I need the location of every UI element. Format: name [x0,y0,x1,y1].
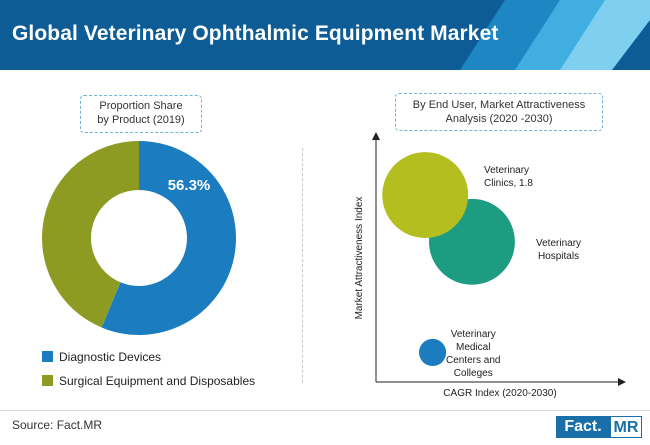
bubble-label-line: Veterinary [484,165,530,176]
bubble-label-line: Hospitals [537,251,580,262]
y-axis-label: Market Attractiveness Index [354,197,365,320]
logo-right: MR [610,416,642,438]
legend-swatch [42,375,53,386]
header-stripe-2 [515,0,615,70]
page-title: Global Veterinary Ophthalmic Equipment M… [12,22,499,45]
donut-title-line-2: by Product (2019) [97,114,185,126]
bubble-label-clinics: Veterinary Clinics, 1.8 [484,164,533,190]
bubble-label-line: Centers and [446,355,501,366]
factmr-logo: Fact. MR [556,416,642,438]
bubble-label-line: Medical [456,342,491,353]
bubble-chart: Market Attractiveness Index CAGR Index (… [354,132,626,399]
legend-swatch [42,351,53,362]
donut-slice-surgical-equipment [41,141,139,328]
donut-slice-diagnostic-devices [101,141,236,335]
donut-title-line-1: Proportion Share [99,100,183,112]
header-banner: Global Veterinary Ophthalmic Equipment M… [0,0,650,70]
footer-divider [0,410,650,411]
logo-left: Fact. [556,416,610,438]
bubble-label-line: Colleges [453,368,493,379]
x-axis-arrow [618,378,626,386]
section-divider [302,148,303,383]
bubble-label-line: Veterinary [450,329,496,340]
bubble-veterinary-clinics [382,152,469,238]
legend-item-surgical-equipment: Surgical Equipment and Disposables [42,374,255,388]
legend-label: Diagnostic Devices [59,350,162,364]
bubble-chart-title: By End User, Market Attractiveness Analy… [395,93,603,131]
bubble-label-line: Veterinary [536,238,582,249]
bubble-title-line-2: Analysis (2020 -2030) [445,113,553,125]
y-axis-arrow [372,132,380,140]
donut-chart-title: Proportion Share by Product (2019) [80,95,202,133]
source-note: Source: Fact.MR [12,418,103,432]
header-stripe-3 [560,0,650,70]
bubble-title-line-1: By End User, Market Attractiveness [412,99,586,111]
legend-item-diagnostic-devices: Diagnostic Devices [42,350,161,364]
bubble-label-hospitals: Veterinary Hospitals [536,237,581,263]
donut-data-label: 56.3% [168,177,211,194]
bubble-label-line: Clinics, 1.8 [484,178,533,189]
header-background [0,0,650,70]
header-stripe-1 [460,0,570,70]
legend-label: Surgical Equipment and Disposables [59,374,256,388]
donut-chart: 56.3% [41,141,236,335]
x-axis-label: CAGR Index (2020-2030) [443,388,556,399]
bubble-medical-centers [419,338,447,367]
bubble-label-medical-centers: Veterinary Medical Centers and Colleges [446,328,500,380]
